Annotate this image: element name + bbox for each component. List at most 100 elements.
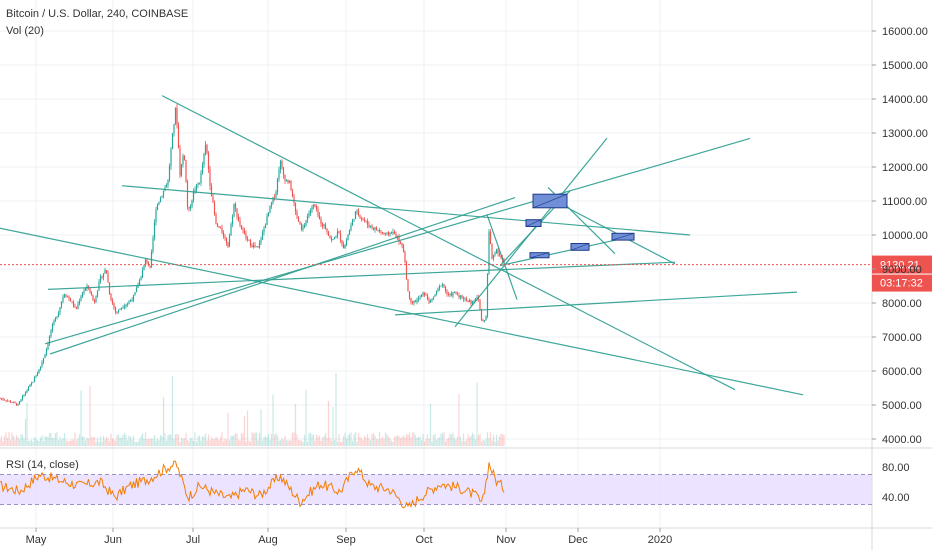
price-tick-label: 6000.00 bbox=[882, 366, 922, 378]
time-tick-label: Nov bbox=[496, 534, 516, 546]
volume-bar bbox=[471, 432, 474, 446]
volume-bar bbox=[405, 434, 408, 446]
candle-body bbox=[482, 320, 484, 322]
candle-body bbox=[389, 232, 391, 235]
candle-body bbox=[0, 398, 1, 399]
candle-body bbox=[303, 225, 306, 228]
volume-bar bbox=[143, 438, 145, 446]
candle-body bbox=[26, 390, 28, 393]
candle-body bbox=[221, 227, 223, 233]
volume-bar bbox=[461, 441, 463, 446]
volume-bar bbox=[288, 440, 291, 446]
volume-bar bbox=[363, 435, 366, 446]
volume-bar bbox=[29, 440, 31, 446]
volume-bar bbox=[140, 436, 142, 446]
candle-body bbox=[384, 233, 387, 234]
volume-bar bbox=[216, 438, 219, 446]
volume-bar bbox=[354, 432, 357, 446]
volume-bar bbox=[222, 441, 225, 446]
price-tick-label: 14000.00 bbox=[882, 94, 928, 106]
candle-body bbox=[35, 375, 37, 378]
volume-bar bbox=[428, 438, 430, 446]
candle-body bbox=[149, 265, 151, 268]
time-tick-label: Jul bbox=[186, 534, 200, 546]
volume-bar bbox=[44, 435, 46, 446]
volume-bar bbox=[239, 440, 241, 446]
projection-box-diagonal bbox=[611, 233, 635, 241]
volume-bar bbox=[434, 433, 436, 446]
volume-bar bbox=[365, 437, 367, 446]
volume-bar bbox=[204, 433, 207, 446]
price-tick-label: 11000.00 bbox=[882, 196, 927, 208]
volume-bar bbox=[194, 432, 196, 446]
candle-body bbox=[188, 206, 190, 209]
candle-body bbox=[368, 224, 370, 227]
volume-bar bbox=[435, 439, 438, 446]
candle-body bbox=[74, 306, 76, 308]
candle-body bbox=[300, 224, 303, 230]
volume-bar bbox=[306, 441, 309, 446]
candle-body bbox=[458, 295, 460, 298]
volume-bar bbox=[414, 435, 417, 446]
candle-body bbox=[351, 220, 354, 225]
price-tick-label: 10000.00 bbox=[882, 230, 928, 242]
candle-body bbox=[48, 336, 51, 344]
candle-body bbox=[446, 290, 448, 295]
candle-body bbox=[405, 262, 408, 280]
volume-bar bbox=[95, 441, 97, 446]
rsi-label[interactable]: RSI (14, close) bbox=[6, 459, 79, 471]
volume-bar bbox=[426, 434, 429, 446]
candle-body bbox=[425, 294, 427, 296]
candle-body bbox=[155, 209, 157, 223]
volume-label[interactable]: Vol (20) bbox=[6, 25, 44, 37]
volume-bar bbox=[141, 433, 144, 446]
candle-body bbox=[180, 164, 183, 176]
price-tick-label: 13000.00 bbox=[882, 128, 928, 140]
volume-bar bbox=[284, 436, 286, 446]
candle-body bbox=[356, 210, 358, 212]
volume-bar bbox=[114, 440, 117, 446]
symbol-title[interactable]: Bitcoin / U.S. Dollar, 240, COINBASE bbox=[6, 8, 189, 20]
trendline bbox=[161, 95, 736, 391]
volume-bar bbox=[494, 441, 496, 446]
candle-body bbox=[0, 398, 3, 400]
volume-bar bbox=[495, 434, 498, 446]
candle-body bbox=[305, 220, 307, 226]
candle-body bbox=[207, 152, 210, 170]
candle-body bbox=[233, 203, 235, 217]
rsi-tick-label: 80.00 bbox=[882, 462, 910, 474]
candle-body bbox=[420, 294, 423, 298]
candle-body bbox=[423, 292, 426, 295]
candle-body bbox=[279, 160, 282, 170]
candle-body bbox=[248, 239, 250, 241]
candle-body bbox=[86, 285, 88, 289]
rsi-tick-label: 40.00 bbox=[882, 492, 910, 504]
candle-body bbox=[204, 144, 207, 154]
volume-bar bbox=[489, 432, 492, 446]
volume-bar bbox=[176, 433, 178, 446]
candle-body bbox=[176, 107, 178, 125]
candle-body bbox=[195, 184, 198, 191]
volume-bar bbox=[240, 433, 243, 446]
candle-body bbox=[36, 372, 39, 376]
volume-bar bbox=[26, 402, 28, 446]
volume-bar bbox=[27, 440, 30, 446]
volume-bar bbox=[399, 438, 402, 446]
volume-bar bbox=[309, 432, 312, 446]
candle-body bbox=[129, 300, 132, 302]
volume-bar bbox=[482, 439, 484, 446]
candle-body bbox=[387, 232, 390, 235]
volume-bar bbox=[147, 438, 150, 446]
candle-body bbox=[480, 309, 483, 321]
candle-body bbox=[335, 236, 337, 238]
candle-body bbox=[212, 196, 214, 203]
volume-bar bbox=[251, 432, 253, 446]
candle-body bbox=[131, 300, 133, 301]
volume-bar bbox=[77, 438, 79, 446]
candle-body bbox=[173, 124, 175, 134]
volume-bar bbox=[59, 436, 61, 446]
candle-body bbox=[123, 306, 126, 308]
candle-body bbox=[89, 287, 91, 293]
volume-bar bbox=[126, 440, 129, 446]
